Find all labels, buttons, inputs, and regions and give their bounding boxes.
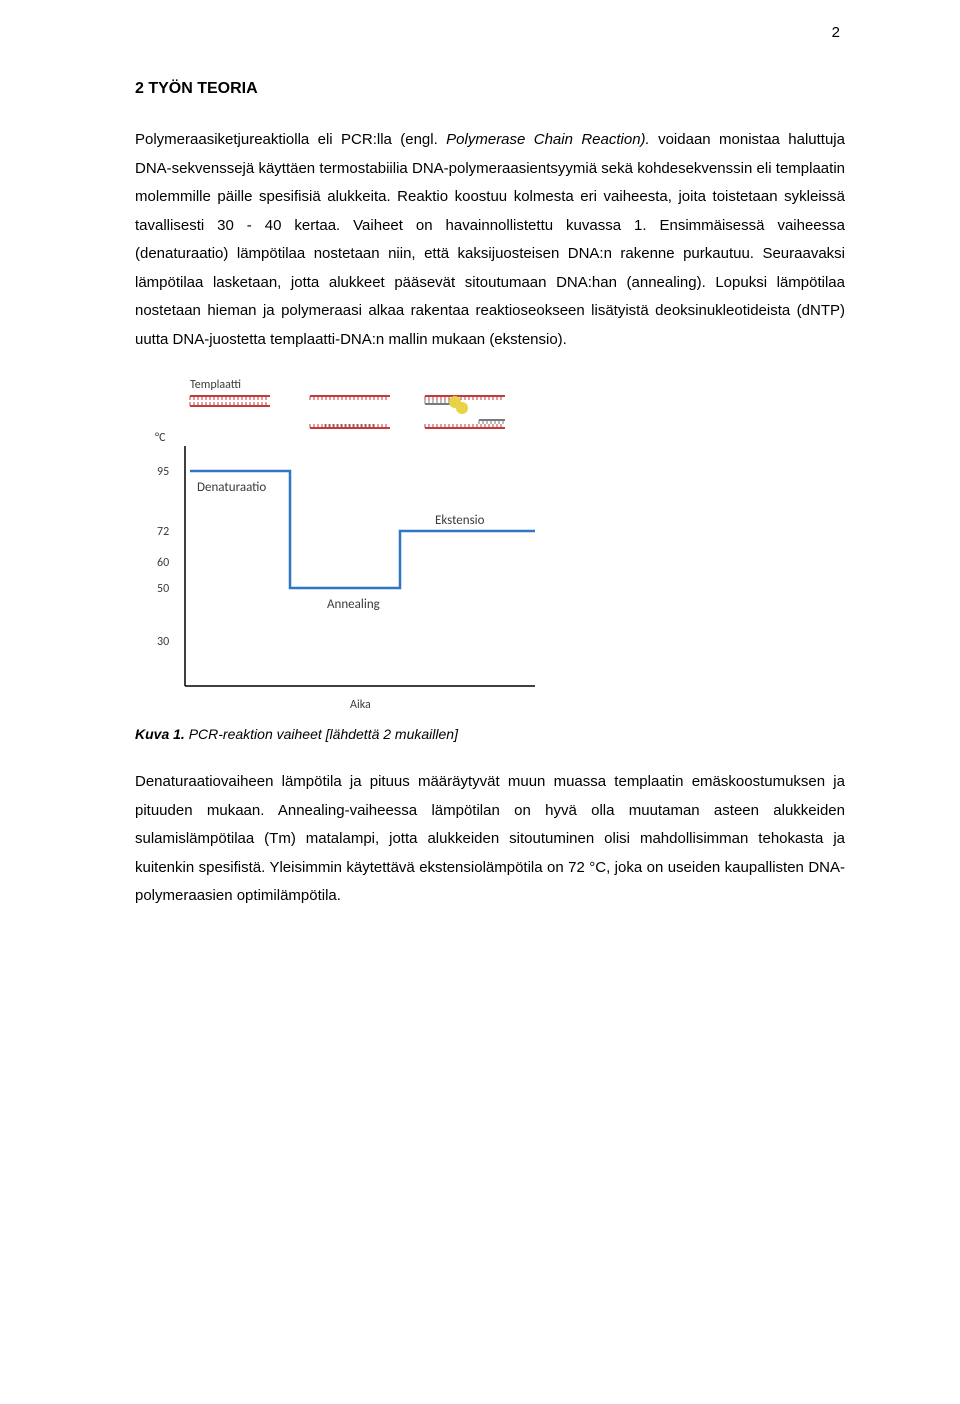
caption-text: PCR-reaktion vaiheet [lähdettä 2 mukaill… <box>185 726 458 742</box>
svg-text:°C: °C <box>155 431 166 445</box>
caption-label: Kuva 1. <box>135 726 185 742</box>
svg-text:30: 30 <box>157 635 169 649</box>
section-heading: 2 TYÖN TEORIA <box>135 80 845 98</box>
svg-text:95: 95 <box>157 465 169 479</box>
svg-text:50: 50 <box>157 582 169 596</box>
svg-text:Templaatti: Templaatti <box>190 378 241 392</box>
pcr-diagram: Templaatti °C 95 72 60 50 30 Aika Denaturaatio An… <box>135 376 565 716</box>
page-number: 2 <box>832 24 840 41</box>
figure-caption: Kuva 1. PCR-reaktion vaiheet [lähdettä 2… <box>135 726 845 742</box>
figure-1: Templaatti °C 95 72 60 50 30 Aika Denaturaatio An… <box>135 376 845 716</box>
svg-text:60: 60 <box>157 556 169 570</box>
p1-text-b: voidaan monistaa haluttuja DNA-sekvensse… <box>135 131 845 348</box>
p1-text-a: Polymeraasiketjureaktiolla eli PCR:lla (… <box>135 131 446 148</box>
paragraph-2: Denaturaatiovaiheen lämpötila ja pituus … <box>135 768 845 911</box>
svg-text:Aika: Aika <box>350 698 371 712</box>
svg-text:Ekstensio: Ekstensio <box>435 513 485 528</box>
paragraph-1: Polymeraasiketjureaktiolla eli PCR:lla (… <box>135 126 845 354</box>
p1-italic: Polymerase Chain Reaction). <box>446 131 658 148</box>
svg-text:Annealing: Annealing <box>327 597 380 612</box>
svg-text:72: 72 <box>157 525 169 539</box>
svg-text:Denaturaatio: Denaturaatio <box>197 480 266 495</box>
